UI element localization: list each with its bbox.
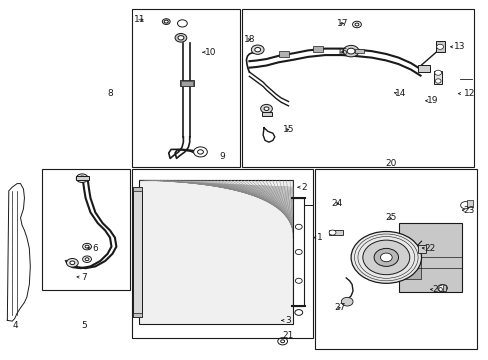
Bar xyxy=(354,49,363,53)
Circle shape xyxy=(178,36,183,40)
Circle shape xyxy=(177,20,187,27)
Circle shape xyxy=(277,338,287,345)
Text: 7: 7 xyxy=(81,273,87,282)
Bar xyxy=(278,51,288,57)
Bar xyxy=(346,48,356,53)
Text: 3: 3 xyxy=(285,316,291,325)
Text: 16: 16 xyxy=(336,48,347,57)
Bar xyxy=(261,112,272,116)
Circle shape xyxy=(437,284,447,292)
Text: 21: 21 xyxy=(282,331,294,340)
Circle shape xyxy=(254,48,260,52)
Text: 15: 15 xyxy=(282,125,294,134)
Circle shape xyxy=(295,278,302,283)
Circle shape xyxy=(162,19,170,24)
Circle shape xyxy=(264,107,268,111)
Circle shape xyxy=(328,230,335,235)
Circle shape xyxy=(79,176,85,180)
Circle shape xyxy=(70,261,75,265)
Bar xyxy=(76,176,88,180)
Bar xyxy=(41,169,129,290)
Bar xyxy=(435,41,444,52)
Bar xyxy=(400,257,420,279)
Bar xyxy=(242,9,473,167)
Bar xyxy=(139,180,293,324)
Circle shape xyxy=(354,23,358,26)
Bar xyxy=(132,9,239,167)
Bar xyxy=(417,65,429,72)
Circle shape xyxy=(85,258,89,261)
Bar xyxy=(312,46,322,52)
Circle shape xyxy=(82,256,91,262)
Text: 8: 8 xyxy=(107,89,113,98)
Circle shape xyxy=(197,150,203,154)
Circle shape xyxy=(251,45,264,54)
Bar xyxy=(180,80,193,86)
Text: 18: 18 xyxy=(243,35,255,44)
Circle shape xyxy=(434,70,441,75)
Circle shape xyxy=(460,202,469,209)
Text: 4: 4 xyxy=(13,321,19,330)
Circle shape xyxy=(193,147,207,157)
Circle shape xyxy=(434,79,440,83)
Bar xyxy=(133,187,142,191)
Circle shape xyxy=(66,258,78,267)
Text: 23: 23 xyxy=(463,206,474,215)
Text: 27: 27 xyxy=(333,303,345,312)
Text: 26: 26 xyxy=(431,285,443,294)
Text: 12: 12 xyxy=(463,89,474,98)
Circle shape xyxy=(260,104,272,113)
Text: 24: 24 xyxy=(331,199,343,208)
Text: 25: 25 xyxy=(385,213,396,222)
Text: 22: 22 xyxy=(424,244,435,253)
Circle shape xyxy=(294,310,302,315)
Bar xyxy=(315,169,476,349)
Bar xyxy=(442,285,446,291)
Bar xyxy=(181,81,192,86)
Circle shape xyxy=(175,33,186,42)
Bar xyxy=(293,198,304,306)
Text: 19: 19 xyxy=(426,96,438,105)
Text: 13: 13 xyxy=(453,42,465,51)
Text: 20: 20 xyxy=(385,159,396,168)
Text: 1: 1 xyxy=(317,233,323,242)
Circle shape xyxy=(362,240,409,275)
Bar xyxy=(133,187,142,317)
Circle shape xyxy=(341,297,352,306)
Circle shape xyxy=(436,44,443,49)
Bar xyxy=(417,245,426,253)
Text: 6: 6 xyxy=(92,244,98,253)
Circle shape xyxy=(380,253,391,262)
Circle shape xyxy=(346,48,354,54)
Text: 2: 2 xyxy=(301,183,307,192)
Circle shape xyxy=(373,248,398,266)
Circle shape xyxy=(85,245,89,248)
Bar xyxy=(398,223,461,292)
Text: 17: 17 xyxy=(336,19,347,28)
Circle shape xyxy=(164,20,168,23)
Circle shape xyxy=(295,249,302,255)
Text: 11: 11 xyxy=(133,15,145,24)
Text: 10: 10 xyxy=(204,48,216,57)
Circle shape xyxy=(343,45,358,57)
Circle shape xyxy=(76,174,88,183)
Text: 9: 9 xyxy=(219,152,225,161)
Circle shape xyxy=(352,21,361,28)
Circle shape xyxy=(350,231,421,283)
Circle shape xyxy=(280,340,284,343)
Bar xyxy=(328,230,343,235)
Bar xyxy=(433,71,441,84)
Bar xyxy=(467,200,472,207)
Bar xyxy=(133,313,142,317)
Bar xyxy=(132,169,312,338)
Text: 14: 14 xyxy=(394,89,406,98)
Circle shape xyxy=(295,224,302,229)
Circle shape xyxy=(82,243,91,250)
Text: 5: 5 xyxy=(81,321,87,330)
